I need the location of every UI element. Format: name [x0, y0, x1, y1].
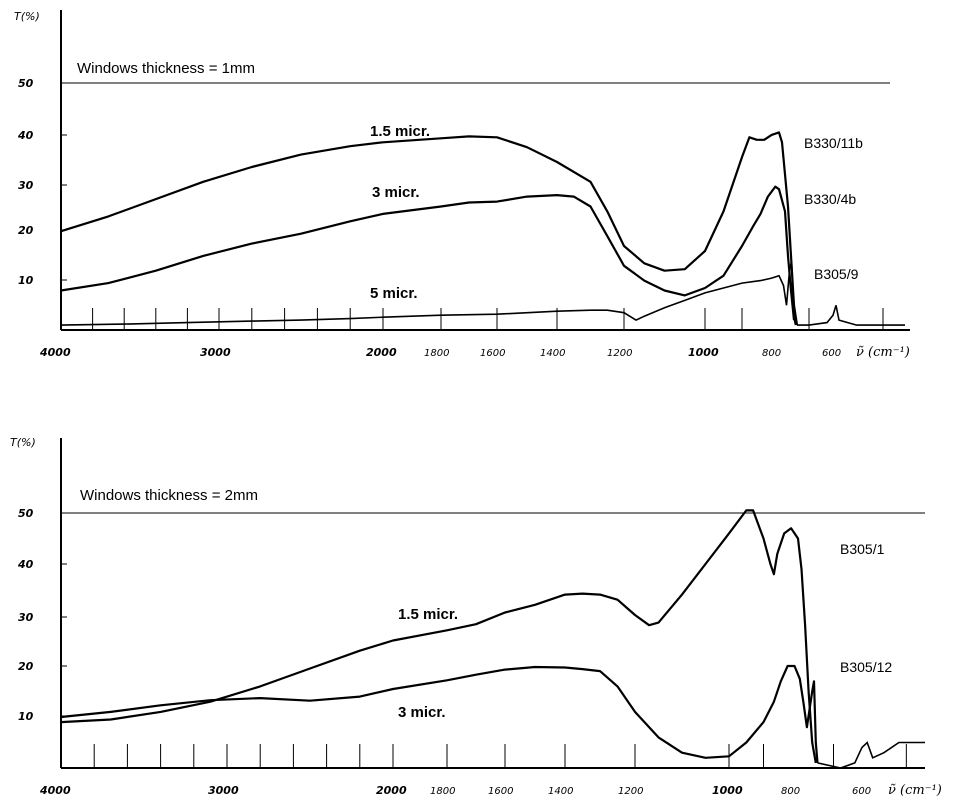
annotation-bottom: Windows thickness = 2mm	[80, 487, 258, 504]
x-tick-label: 2000	[376, 784, 407, 797]
x-tick-label: 2000	[366, 346, 397, 359]
y-tick-label: 50	[18, 77, 34, 90]
series-label: 3 micr.	[398, 704, 446, 721]
sample-label: B330/4b	[804, 191, 856, 207]
x-tick-label: 4000	[39, 346, 71, 359]
x-tick-labels-top: 4000 3000 2000 1800 1600 1400 1200 1000 …	[39, 345, 910, 360]
series-label: 3 micr.	[372, 184, 420, 201]
series-line	[60, 664, 819, 763]
x-tick-label: 800	[781, 786, 800, 797]
x-tick-label: 1800	[424, 348, 449, 359]
x-tick-label: 1800	[430, 786, 455, 797]
series-line	[60, 509, 817, 764]
y-axis-title-top: T(%)	[14, 10, 40, 23]
y-tick-label: 10	[18, 274, 34, 287]
x-tick-label: 600	[852, 786, 871, 797]
series-top	[60, 131, 905, 326]
x-axis-unit-bottom: ν̃ (cm⁻¹)	[888, 783, 942, 798]
x-tick-label: 800	[762, 348, 781, 359]
series-line	[60, 131, 799, 326]
y-tick-label: 10	[18, 710, 34, 723]
sample-label: B305/1	[840, 541, 885, 557]
x-tick-label: 1400	[548, 786, 573, 797]
y-axis-title-bottom: T(%)	[10, 436, 36, 449]
y-tick-label: 20	[18, 660, 34, 673]
series-bottom	[60, 509, 925, 769]
sample-label: B330/11b	[804, 135, 863, 151]
sample-label: B305/9	[814, 266, 859, 282]
x-tick-marks-bottom	[93, 744, 907, 768]
y-tick-label: 40	[17, 129, 34, 142]
series-label: 5 micr.	[370, 285, 418, 302]
y-tick-label: 40	[17, 558, 34, 571]
x-tick-label: 1200	[618, 786, 643, 797]
x-tick-label: 1000	[712, 784, 743, 797]
x-tick-label: 1200	[607, 348, 632, 359]
chart-bottom: T(%) Windows thickness = 2mm 10 20 30 40…	[10, 436, 942, 798]
y-ticks-top: 10 20 30 40 50	[17, 77, 67, 287]
chart-top: T(%) Windows thickness = 1mm 10 20 30 40…	[14, 10, 910, 360]
x-tick-label: 1000	[688, 346, 719, 359]
x-tick-label: 4000	[39, 784, 71, 797]
x-axis-unit-top: ν̃ (cm⁻¹)	[856, 345, 910, 360]
sample-label: B305/12	[840, 659, 892, 675]
x-tick-label: 3000	[208, 784, 239, 797]
y-tick-label: 20	[18, 224, 34, 237]
baseline-tail	[817, 741, 925, 769]
series-label: 1.5 micr.	[370, 123, 430, 140]
x-tick-labels-bottom: 4000 3000 2000 1800 1600 1400 1200 1000 …	[39, 783, 942, 798]
x-tick-label: 3000	[200, 346, 231, 359]
y-tick-label: 50	[18, 507, 34, 520]
y-ticks-bottom: 10 20 30 40 50	[17, 507, 67, 723]
series-line	[60, 260, 797, 326]
x-tick-label: 1400	[540, 348, 565, 359]
x-tick-label: 1600	[488, 786, 513, 797]
x-tick-marks-top	[92, 308, 884, 330]
x-tick-label: 1600	[480, 348, 505, 359]
annotation-top: Windows thickness = 1mm	[77, 60, 255, 77]
baseline-tail	[797, 305, 905, 326]
y-tick-label: 30	[18, 611, 34, 624]
series-label: 1.5 micr.	[398, 606, 458, 623]
x-tick-label: 600	[822, 348, 841, 359]
series-line	[60, 185, 796, 321]
y-tick-label: 30	[18, 179, 34, 192]
